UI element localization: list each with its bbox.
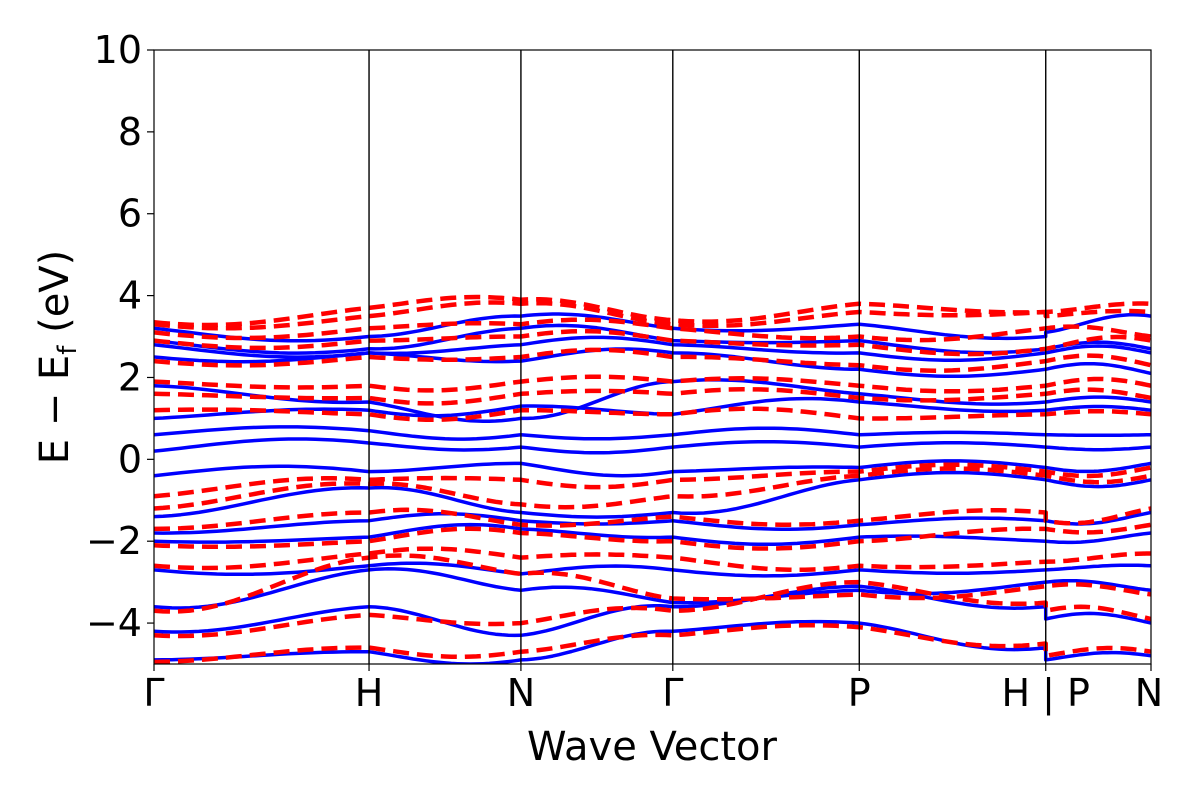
band-line-dashed	[154, 579, 1151, 639]
y-tick-label: 4	[118, 274, 142, 318]
y-tick-label: 2	[118, 355, 142, 399]
y-axis-label: E − Ef (eV)	[32, 250, 83, 465]
band-line-dashed	[154, 622, 1151, 664]
band-line-solid	[154, 619, 1151, 664]
x-tick-label: P	[848, 671, 871, 715]
band-line-dashed	[154, 294, 1151, 328]
y-axis-label-subscript: f	[53, 345, 83, 355]
y-axis-label-main: E − E	[32, 355, 78, 465]
x-axis-label: Wave Vector	[527, 724, 778, 770]
x-tick-label: Γ	[662, 671, 683, 715]
band-line-solid	[154, 437, 1151, 455]
y-tick-label: −2	[86, 519, 142, 563]
band-lines	[154, 294, 1151, 664]
y-axis-label-unit: (eV)	[32, 250, 78, 346]
plot-frame	[153, 49, 1152, 665]
x-tick-label: Γ	[143, 671, 164, 715]
x-axis-ticks: Γ H N Γ P H | P N	[143, 664, 1163, 716]
y-tick-label: 10	[94, 28, 142, 72]
y-tick-label: −4	[86, 601, 142, 645]
x-tick-label: H	[355, 671, 384, 715]
x-tick-label: H | P	[1002, 671, 1090, 716]
y-tick-label: 0	[118, 437, 142, 481]
y-tick-label: 6	[118, 192, 142, 236]
x-tick-label: N	[1135, 671, 1163, 715]
kpoint-divider-lines	[368, 50, 1047, 664]
x-tick-label: N	[507, 671, 535, 715]
y-axis-ticks: −4 −2 0 2 4 6 8 10	[86, 28, 154, 645]
y-tick-label: 8	[118, 110, 142, 154]
